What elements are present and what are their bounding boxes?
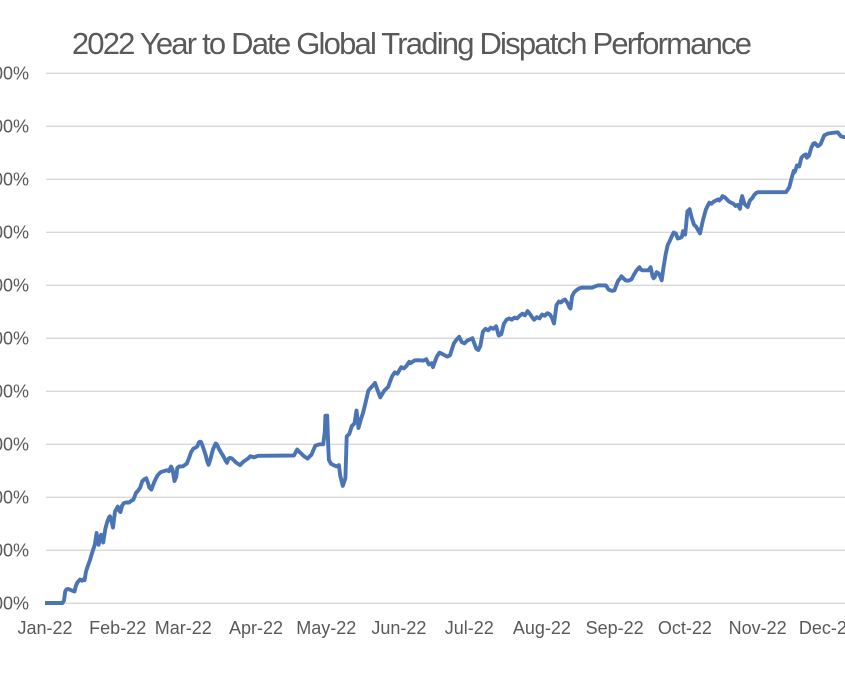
svg-text:100.00%: 100.00% <box>0 540 29 560</box>
svg-text:Nov-22: Nov-22 <box>729 618 787 638</box>
svg-text:Mar-22: Mar-22 <box>155 618 212 638</box>
svg-text:500.00%: 500.00% <box>0 328 29 348</box>
svg-text:400.00%: 400.00% <box>0 381 29 401</box>
svg-text:700.00%: 700.00% <box>0 222 29 242</box>
svg-text:800.00%: 800.00% <box>0 169 29 189</box>
svg-text:Sep-22: Sep-22 <box>586 618 644 638</box>
svg-text:May-22: May-22 <box>296 618 356 638</box>
svg-text:Jan-22: Jan-22 <box>17 618 72 638</box>
svg-text:Dec-22: Dec-22 <box>799 618 845 638</box>
svg-text:1000.00%: 1000.00% <box>0 63 29 83</box>
svg-text:Oct-22: Oct-22 <box>658 618 712 638</box>
svg-text:Feb-22: Feb-22 <box>89 618 146 638</box>
svg-text:Aug-22: Aug-22 <box>513 618 571 638</box>
svg-text:Jun-22: Jun-22 <box>371 618 426 638</box>
svg-text:300.00%: 300.00% <box>0 434 29 454</box>
svg-text:Jul-22: Jul-22 <box>445 618 494 638</box>
svg-text:900.00%: 900.00% <box>0 116 29 136</box>
svg-text:2022 Year to Date Global Tradi: 2022 Year to Date Global Trading Dispatc… <box>72 26 751 61</box>
svg-text:200.00%: 200.00% <box>0 487 29 507</box>
svg-text:Apr-22: Apr-22 <box>229 618 283 638</box>
svg-text:600.00%: 600.00% <box>0 275 29 295</box>
svg-text:0.00%: 0.00% <box>0 593 29 613</box>
